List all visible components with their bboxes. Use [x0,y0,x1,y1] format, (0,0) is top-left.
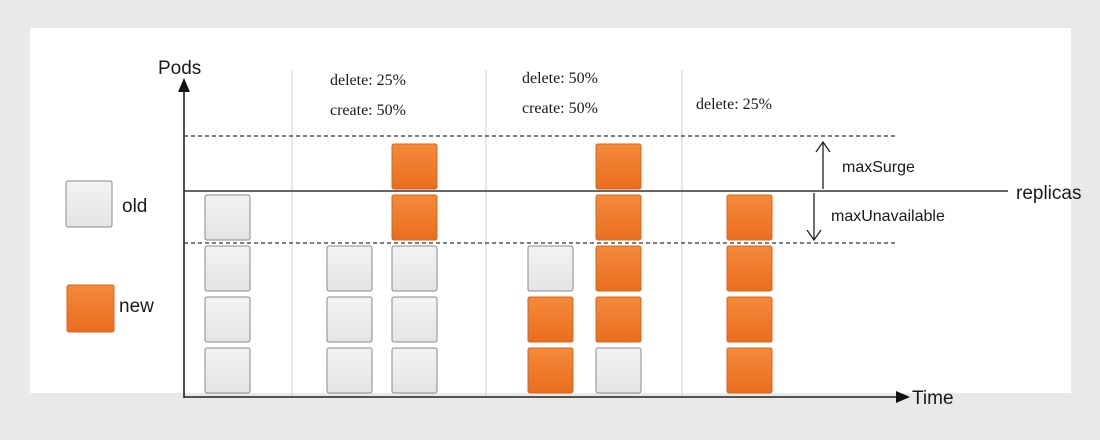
step-dividers [291,70,683,398]
x-axis-label: Time [912,388,954,409]
old-pod [326,347,373,394]
replicas-label: replicas [1016,183,1081,204]
old-pod [326,296,373,343]
new-pod [391,143,438,190]
max-surge-label: maxSurge [842,159,915,176]
legend-old-label: old [122,196,147,217]
down-arrow-icon [806,229,822,242]
step-3-delete: delete: 50% [522,70,598,87]
x-axis-arrow-icon [896,391,910,403]
diagram-svg: Pods Time replicas maxSurge maxUnavailab… [65,58,1081,409]
old-pod [391,347,438,394]
new-pod [527,296,574,343]
max-unavailable-label: maxUnavailable [831,208,945,225]
new-pod [726,245,773,292]
step-2-delete: delete: 25% [330,72,406,89]
legend-old-swatch [65,180,113,228]
new-pod [527,347,574,394]
step-3-create: create: 50% [522,100,598,117]
new-pod [726,347,773,394]
old-pod [204,296,251,343]
step-annotations: delete: 25% create: 50% delete: 50% crea… [330,70,772,119]
old-pod [391,296,438,343]
old-pod [204,245,251,292]
old-pod [204,194,251,241]
pods [204,143,773,394]
old-pod [204,347,251,394]
old-pod [595,347,642,394]
surge-unavailable-arrows: maxSurge maxUnavailable [806,140,945,242]
new-pod [726,296,773,343]
new-pod [595,296,642,343]
new-pod [595,245,642,292]
y-axis-arrow-icon [178,78,190,92]
new-pod [391,194,438,241]
legend-new-label: new [119,296,154,317]
y-axis-label: Pods [158,58,201,79]
legend: old new [65,180,154,333]
old-pod [527,245,574,292]
rolling-update-diagram: Pods Time replicas maxSurge maxUnavailab… [30,28,1081,409]
new-pod [595,194,642,241]
step-4-delete: delete: 25% [696,96,772,113]
axes: Pods Time [158,58,954,409]
up-arrow-icon [815,140,831,153]
step-2-create: create: 50% [330,102,406,119]
new-pod [595,143,642,190]
guide-lines: replicas [184,135,1081,244]
old-pod [326,245,373,292]
old-pod [391,245,438,292]
legend-new-swatch [66,284,115,333]
new-pod [726,194,773,241]
